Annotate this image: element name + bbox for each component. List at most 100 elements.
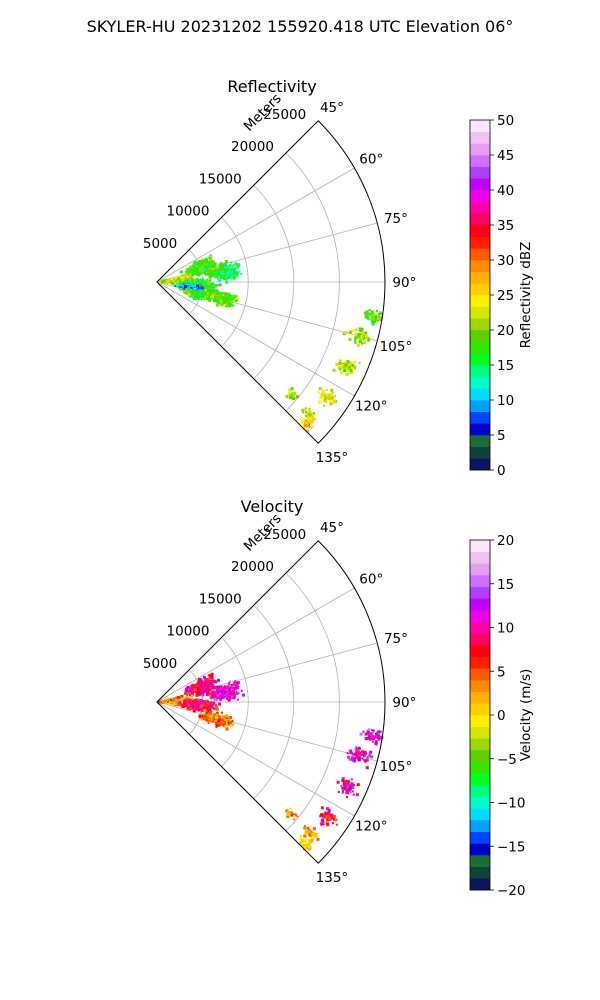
echo-pixel [188, 690, 191, 693]
echo-pixel [207, 281, 211, 285]
echo-pixel [190, 285, 194, 289]
echo-pixel [375, 740, 378, 743]
echo-pixel [201, 259, 205, 263]
range-tick-label: 5000 [143, 656, 177, 672]
echo-pixel [199, 270, 203, 274]
echo-pixel [224, 300, 227, 303]
echo-pixel [193, 684, 196, 687]
echo-pixel [353, 365, 357, 369]
echo-pixel [213, 266, 217, 270]
echo-pixel [364, 311, 368, 315]
echo-pixel [231, 270, 234, 273]
echo-pixel [190, 694, 193, 697]
range-tick-label: 20000 [231, 139, 274, 155]
colorbar-tick-label: 5 [497, 664, 506, 680]
echo-pixel [226, 274, 230, 278]
echo-pixel [214, 705, 218, 709]
echo-pixel [348, 780, 351, 783]
echo-pixel [206, 287, 209, 290]
echo-pixel [211, 679, 214, 682]
echo-pixel [210, 718, 213, 721]
echo-pixel [337, 791, 340, 794]
echo-pixel [214, 298, 218, 302]
colorbar-segment [470, 703, 490, 716]
echo-pixel [209, 676, 212, 679]
echo-pixel [312, 415, 315, 418]
echo-pixel [188, 705, 191, 708]
echo-pixel [309, 413, 312, 416]
colorbar-tick-label: 45 [497, 148, 514, 164]
echo-pixel [180, 279, 184, 283]
echo-pixel [305, 830, 309, 834]
echo-pixel [342, 364, 346, 368]
colorbar-tick-label: −10 [497, 796, 526, 812]
echo-pixel [229, 264, 232, 267]
echo-pixel [232, 693, 235, 696]
range-tick-label: 10000 [167, 624, 210, 640]
echo-pixel [231, 723, 235, 727]
echo-region [301, 407, 317, 423]
echo-pixel [213, 260, 216, 263]
colorbar-tick-label: 0 [497, 463, 506, 479]
colorbar-segment [470, 306, 490, 319]
echo-pixel [357, 335, 360, 338]
echo-pixel [229, 294, 233, 298]
echo-pixel [373, 735, 377, 739]
echo-pixel [368, 753, 372, 757]
echo-pixel [219, 687, 222, 690]
echo-pixel [215, 680, 218, 683]
echo-pixel [199, 694, 202, 697]
echo-pixel [212, 681, 215, 684]
echo-pixel [190, 286, 193, 289]
echo-pixel [232, 298, 235, 301]
echo-pixel [242, 693, 246, 697]
echo-pixel [328, 398, 332, 402]
echo-pixel [235, 274, 239, 278]
echo-pixel [220, 293, 224, 297]
echo-pixel [201, 284, 205, 288]
echo-region [359, 728, 384, 746]
echo-pixel [290, 387, 293, 390]
echo-pixel [210, 703, 214, 707]
echo-pixel [228, 299, 231, 302]
echo-pixel [334, 395, 337, 398]
echo-pixel [346, 782, 349, 785]
figure-title: SKYLER-HU 20231202 155920.418 UTC Elevat… [87, 17, 514, 36]
echo-pixel [356, 752, 360, 756]
echo-pixel [209, 254, 212, 257]
echo-pixel [199, 282, 203, 286]
echo-pixel [197, 271, 200, 274]
echo-pixel [288, 810, 292, 814]
echo-pixel [320, 806, 324, 810]
echo-pixel [218, 685, 222, 689]
echo-pixel [189, 285, 192, 288]
echo-pixel [227, 689, 231, 693]
echo-pixel [214, 695, 217, 698]
echo-pixel [209, 705, 213, 709]
colorbar-segment [470, 178, 490, 191]
echo-pixel [181, 276, 184, 279]
echo-pixel [222, 724, 225, 727]
echo-pixel [198, 268, 202, 272]
echo-pixel [204, 690, 207, 693]
echo-pixel [375, 734, 379, 738]
echo-pixel [207, 688, 210, 691]
echo-pixel [224, 718, 228, 722]
echo-pixel [361, 342, 364, 345]
colorbar-label: Reflectivity dBZ [518, 242, 534, 349]
echo-pixel [365, 335, 369, 339]
echo-pixel [208, 256, 211, 259]
echo-pixel [204, 290, 208, 294]
echo-pixel [326, 807, 330, 811]
echo-pixel [335, 363, 339, 367]
echo-pixel [227, 682, 230, 685]
echo-pixel [231, 720, 234, 723]
echo-pixel [228, 685, 232, 689]
echo-pixel [160, 280, 164, 284]
echo-pixel [215, 291, 219, 295]
colorbar-tick-label: 40 [497, 183, 514, 199]
colorbar-segment [470, 201, 490, 214]
echo-pixel [225, 716, 228, 719]
echo-pixel [213, 262, 217, 266]
colorbar-segment [470, 866, 490, 879]
